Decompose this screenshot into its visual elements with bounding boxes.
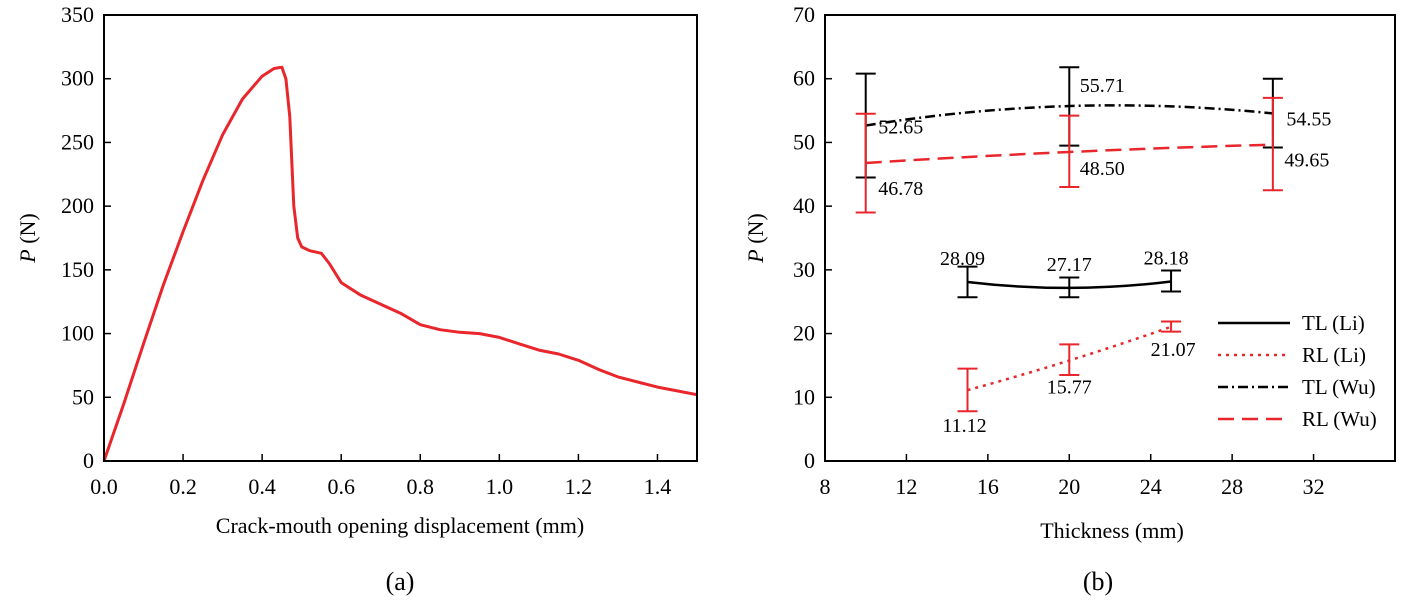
chart-b-data-label: 11.12 — [942, 415, 986, 437]
chart-a-y-tick-label: 350 — [61, 2, 94, 27]
legend-item: TL (Wu) — [1218, 375, 1376, 399]
chart-b-y-tick-label: 10 — [793, 384, 815, 409]
chart-a-x-tick-label: 1.0 — [486, 474, 514, 499]
chart-b-x-tick-label: 20 — [1058, 474, 1080, 499]
chart-b-y-tick-label: 70 — [793, 2, 815, 27]
chart-b-error-bar — [1161, 269, 1182, 293]
chart-b-data-label: 55.71 — [1080, 75, 1125, 97]
chart-b-x-tick-label: 32 — [1303, 474, 1325, 499]
legend-label: TL (Wu) — [1302, 375, 1376, 399]
chart-b-data-label: 49.65 — [1284, 150, 1329, 172]
chart-b-error-bar — [1262, 96, 1283, 192]
chart-a-series — [102, 65, 698, 462]
chart-a-y-tick-label: 50 — [72, 384, 94, 409]
chart-a-x-tick-label: 0.2 — [169, 474, 197, 499]
chart-b-error-bar — [1059, 114, 1080, 189]
chart-b: 0 10 20 30 40 50 60 70 8 12 16 20 24 28 32 28.09 27.17… — [743, 2, 1396, 596]
legend-item: RL (Li) — [1218, 343, 1366, 367]
chart-b-y-axis-title: P (N) — [743, 213, 768, 264]
chart-b-y-tick-label: 40 — [793, 193, 815, 218]
chart-b-y-tick-label: 20 — [793, 321, 815, 346]
legend-label: RL (Li) — [1302, 343, 1366, 367]
chart-b-x-tick-label: 16 — [977, 474, 999, 499]
chart-b-data-labels: 28.09 27.17 28.18 11.12 15.77 21.07 52.65 55.71… — [878, 75, 1331, 437]
chart-b-x-tick-label: 28 — [1221, 474, 1243, 499]
chart-a-series-line — [102, 65, 698, 462]
legend-label: RL (Wu) — [1302, 407, 1377, 431]
chart-a-x-tick-label: 1.4 — [644, 474, 672, 499]
chart-a-x-tick-label: 0.6 — [327, 474, 355, 499]
chart-a-y-axis-title: P (N) — [15, 213, 40, 264]
chart-b-caption: (b) — [1083, 567, 1113, 596]
chart-a-y-tick-label: 150 — [61, 257, 94, 282]
chart-b-data-label: 46.78 — [878, 178, 923, 200]
chart-b-x-tick-label: 24 — [1140, 474, 1162, 499]
chart-a: 0 50 100 150 200 250 300 350 0.0 0.2 0.4 0.6 0.8 1.0… — [15, 2, 698, 596]
legend-item: RL (Wu) — [1218, 407, 1377, 431]
chart-b-series-1 — [957, 320, 1182, 413]
chart-a-x-ticks: 0.0 0.2 0.4 0.6 0.8 1.0 1.2 1.4 — [90, 454, 671, 499]
chart-b-legend: TL (Li) RL (Li) TL (Wu) RL (Wu) — [1218, 311, 1377, 431]
chart-b-data-label: 28.18 — [1144, 247, 1189, 269]
chart-a-x-tick-label: 0.0 — [90, 474, 118, 499]
chart-a-x-tick-label: 0.8 — [407, 474, 435, 499]
chart-b-plot-frame — [824, 14, 1396, 462]
chart-b-series — [855, 66, 1283, 413]
chart-a-y-tick-label: 300 — [61, 66, 94, 91]
chart-a-x-axis-title: Crack-mouth opening displacement (mm) — [216, 513, 584, 538]
legend-item: TL (Li) — [1218, 311, 1365, 335]
chart-b-x-tick-label: 8 — [820, 474, 831, 499]
chart-b-data-label: 48.50 — [1080, 158, 1125, 180]
chart-b-error-bar — [1161, 320, 1182, 333]
chart-b-data-label: 52.65 — [878, 117, 923, 139]
chart-b-error-bar — [957, 265, 978, 299]
chart-b-y-tick-label: 60 — [793, 66, 815, 91]
chart-a-plot-frame — [103, 14, 698, 462]
chart-a-y-tick-label: 200 — [61, 193, 94, 218]
chart-a-y-tick-label: 250 — [61, 129, 94, 154]
chart-b-y-tick-label: 30 — [793, 257, 815, 282]
chart-a-y-ticks: 0 50 100 150 200 250 300 350 — [61, 2, 111, 473]
chart-a-x-tick-label: 0.4 — [248, 474, 276, 499]
chart-b-error-bar — [957, 367, 978, 413]
chart-b-data-label: 27.17 — [1047, 254, 1092, 276]
chart-b-error-bar — [855, 112, 876, 214]
chart-b-error-bar — [1059, 276, 1080, 299]
chart-b-x-axis-title: Thickness (mm) — [1040, 518, 1184, 543]
chart-b-series-3 — [855, 96, 1283, 214]
chart-a-x-tick-label: 1.2 — [565, 474, 593, 499]
chart-b-x-tick-label: 12 — [895, 474, 917, 499]
chart-b-data-label: 54.55 — [1286, 108, 1331, 130]
chart-b-x-ticks: 8 12 16 20 24 28 32 — [820, 454, 1325, 499]
chart-b-y-ticks: 0 10 20 30 40 50 60 70 — [793, 2, 832, 473]
chart-a-caption: (a) — [386, 567, 415, 596]
chart-a-y-tick-label: 0 — [83, 448, 94, 473]
chart-b-y-tick-label: 0 — [804, 448, 815, 473]
chart-b-data-label: 28.09 — [940, 248, 985, 270]
chart-b-y-tick-label: 50 — [793, 129, 815, 154]
legend-label: TL (Li) — [1302, 311, 1365, 335]
chart-b-series-0 — [957, 265, 1182, 299]
chart-b-data-label: 15.77 — [1047, 377, 1092, 399]
chart-a-y-tick-label: 100 — [61, 321, 94, 346]
chart-b-error-bar — [1059, 343, 1080, 376]
chart-b-data-label: 21.07 — [1151, 339, 1196, 361]
